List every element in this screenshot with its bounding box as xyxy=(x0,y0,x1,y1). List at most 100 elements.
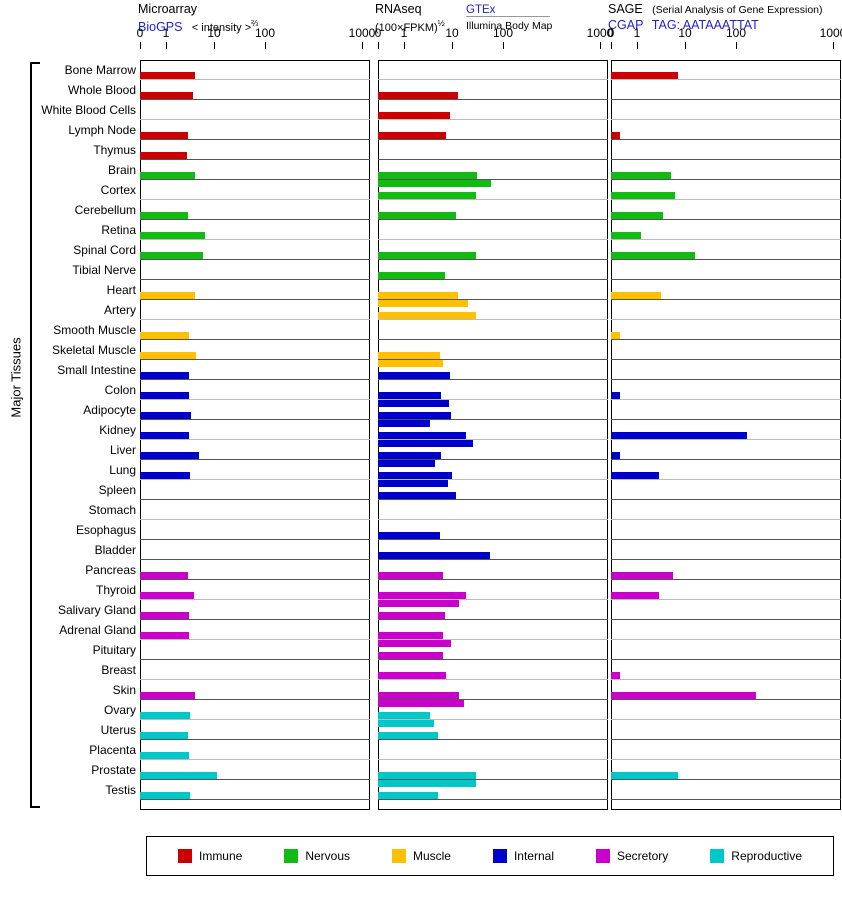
expression-bar[interactable] xyxy=(611,472,660,479)
expression-bar[interactable] xyxy=(611,692,756,699)
expression-bar[interactable] xyxy=(378,312,476,319)
tissue-label[interactable]: Retina xyxy=(101,223,136,237)
expression-bar[interactable] xyxy=(378,192,476,199)
expression-bar[interactable] xyxy=(378,292,458,299)
tissue-label[interactable]: Pituitary xyxy=(92,643,136,657)
legend-item[interactable]: Secretory xyxy=(595,849,668,863)
expression-bar[interactable] xyxy=(378,420,430,427)
expression-bar[interactable] xyxy=(378,412,451,419)
tissue-label[interactable]: Bladder xyxy=(94,543,136,557)
expression-bar[interactable] xyxy=(140,712,190,719)
expression-bar[interactable] xyxy=(378,300,469,307)
tissue-label[interactable]: Skin xyxy=(112,683,136,697)
expression-bar[interactable] xyxy=(378,440,474,447)
expression-bar[interactable] xyxy=(140,92,194,99)
expression-bar[interactable] xyxy=(378,432,467,439)
expression-bar[interactable] xyxy=(378,572,444,579)
expression-bar[interactable] xyxy=(611,132,621,139)
tissue-label[interactable]: Thyroid xyxy=(95,583,136,597)
tissue-label[interactable]: Spleen xyxy=(98,483,136,497)
expression-bar[interactable] xyxy=(140,72,196,79)
tissue-label[interactable]: Uterus xyxy=(100,723,136,737)
tissue-label[interactable]: White Blood Cells xyxy=(41,103,136,117)
legend-item[interactable]: Nervous xyxy=(284,849,350,863)
legend-item[interactable]: Immune xyxy=(177,849,242,863)
tissue-label[interactable]: Adipocyte xyxy=(83,403,136,417)
expression-bar[interactable] xyxy=(140,772,218,779)
expression-bar[interactable] xyxy=(140,252,204,259)
tissue-label[interactable]: Prostate xyxy=(91,763,136,777)
tissue-label[interactable]: Skeletal Muscle xyxy=(51,343,136,357)
expression-bar[interactable] xyxy=(378,552,491,559)
expression-bar[interactable] xyxy=(140,612,189,619)
tissue-label[interactable]: Thymus xyxy=(93,143,136,157)
expression-bar[interactable] xyxy=(378,700,464,707)
expression-bar[interactable] xyxy=(378,640,451,647)
expression-bar[interactable] xyxy=(140,132,189,139)
tissue-label[interactable]: Testis xyxy=(105,783,136,797)
expression-bar[interactable] xyxy=(140,332,189,339)
expression-bar[interactable] xyxy=(378,400,449,407)
expression-bar[interactable] xyxy=(378,112,450,119)
expression-bar[interactable] xyxy=(378,720,435,727)
legend-item[interactable]: Reproductive xyxy=(710,849,802,863)
expression-bar[interactable] xyxy=(140,392,189,399)
tissue-label[interactable]: Tibial Nerve xyxy=(72,263,136,277)
gtex-link[interactable]: GTEx xyxy=(466,4,496,16)
expression-bar[interactable] xyxy=(378,492,457,499)
tissue-label[interactable]: Breast xyxy=(101,663,136,677)
tissue-label[interactable]: Ovary xyxy=(103,703,136,717)
expression-bar[interactable] xyxy=(378,600,460,607)
tissue-label[interactable]: Brain xyxy=(107,163,136,177)
expression-bar[interactable] xyxy=(378,460,436,467)
expression-bar[interactable] xyxy=(378,92,458,99)
expression-bar[interactable] xyxy=(611,332,621,339)
expression-bar[interactable] xyxy=(611,252,696,259)
tissue-label[interactable]: Stomach xyxy=(88,503,136,517)
tissue-label[interactable]: Small Intestine xyxy=(57,363,136,377)
expression-bar[interactable] xyxy=(611,772,678,779)
expression-bar[interactable] xyxy=(378,772,477,779)
tissue-label[interactable]: Cortex xyxy=(100,183,136,197)
tissue-label[interactable]: Salivary Gland xyxy=(57,603,136,617)
cgap-link[interactable]: CGAP xyxy=(608,18,644,32)
expression-bar[interactable] xyxy=(378,392,442,399)
tissue-label[interactable]: Colon xyxy=(104,383,136,397)
expression-bar[interactable] xyxy=(140,212,189,219)
expression-bar[interactable] xyxy=(140,452,199,459)
expression-bar[interactable] xyxy=(611,392,621,399)
expression-bar[interactable] xyxy=(378,612,445,619)
expression-bar[interactable] xyxy=(378,212,457,219)
tissue-label[interactable]: Whole Blood xyxy=(67,83,136,97)
tissue-label[interactable]: Spinal Cord xyxy=(73,243,136,257)
expression-bar[interactable] xyxy=(378,452,442,459)
expression-bar[interactable] xyxy=(378,372,450,379)
expression-bar[interactable] xyxy=(378,180,491,187)
legend-item[interactable]: Muscle xyxy=(391,849,451,863)
expression-bar[interactable] xyxy=(378,472,452,479)
tissue-label[interactable]: Placenta xyxy=(89,743,136,757)
expression-bar[interactable] xyxy=(611,672,621,679)
expression-bar[interactable] xyxy=(140,412,191,419)
expression-bar[interactable] xyxy=(140,692,195,699)
expression-bar[interactable] xyxy=(611,192,676,199)
expression-bar[interactable] xyxy=(378,712,431,719)
tissue-label[interactable]: Lung xyxy=(109,463,136,477)
expression-bar[interactable] xyxy=(378,272,445,279)
expression-bar[interactable] xyxy=(378,792,438,799)
expression-bar[interactable] xyxy=(378,672,446,679)
tissue-label[interactable]: Lymph Node xyxy=(68,123,136,137)
expression-bar[interactable] xyxy=(611,572,673,579)
expression-bar[interactable] xyxy=(140,592,195,599)
expression-bar[interactable] xyxy=(140,632,189,639)
tissue-label[interactable]: Artery xyxy=(103,303,136,317)
expression-bar[interactable] xyxy=(378,692,459,699)
expression-bar[interactable] xyxy=(378,632,444,639)
expression-bar[interactable] xyxy=(378,480,448,487)
expression-bar[interactable] xyxy=(611,592,660,599)
expression-bar[interactable] xyxy=(378,172,478,179)
expression-bar[interactable] xyxy=(378,780,477,787)
tissue-label[interactable]: Liver xyxy=(109,443,136,457)
expression-bar[interactable] xyxy=(140,172,195,179)
tissue-label[interactable]: Smooth Muscle xyxy=(53,323,136,337)
